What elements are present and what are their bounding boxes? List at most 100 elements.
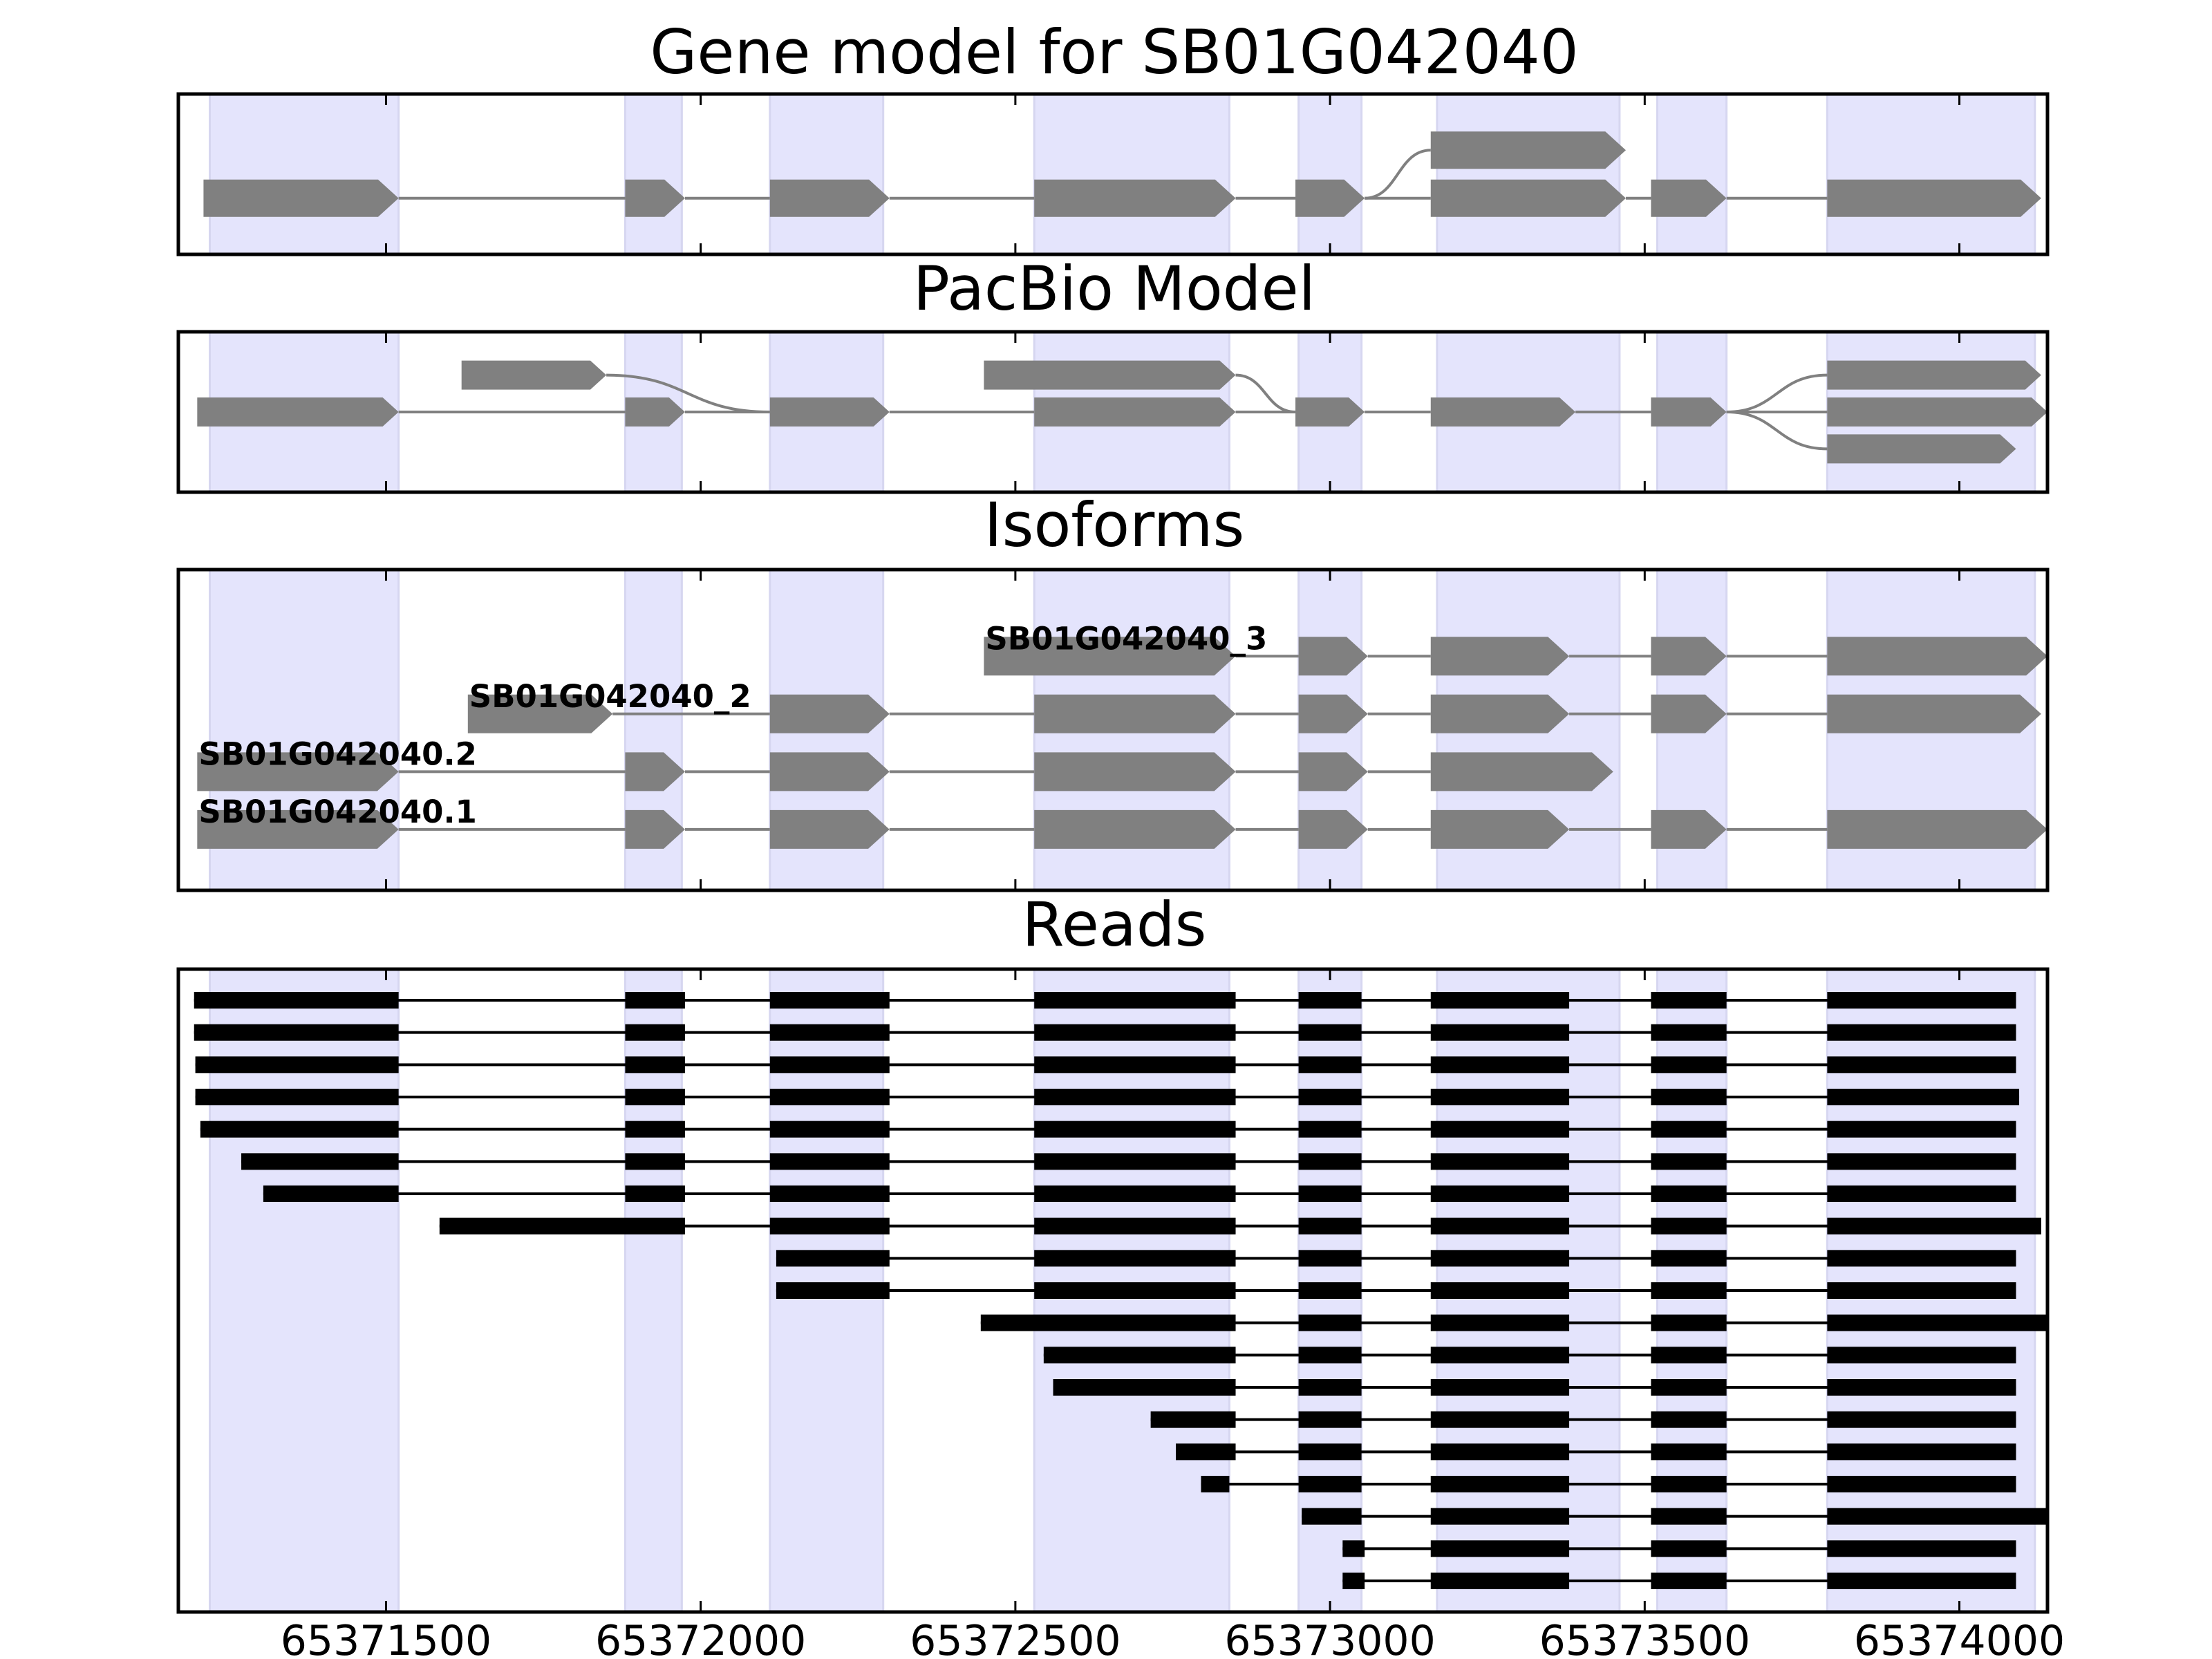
exon-arrow: [1430, 179, 1627, 217]
exon-arrow: [1430, 637, 1570, 676]
gene-model-panel: [176, 92, 2050, 256]
read-block: [1298, 1153, 1362, 1170]
gene-panel-title: Gene model for SB01G042040: [650, 17, 1579, 88]
read-block: [1827, 1217, 2041, 1235]
isoforms-panel: SB01G042040_3 SB01G042040_2 SB01G042040.2 S…: [176, 568, 2050, 892]
exon-highlight-region: [769, 93, 885, 256]
read-block: [1430, 1024, 1570, 1041]
x-tick-label: 65372500: [910, 1617, 1121, 1659]
exon-arrow: [769, 397, 890, 427]
read-block: [1651, 1089, 1727, 1105]
exon-arrow: [1827, 694, 2041, 733]
read-block: [1827, 1508, 2047, 1525]
read-block: [1651, 1314, 1727, 1331]
read-block: [1298, 1347, 1362, 1364]
read-block: [1827, 1153, 2016, 1170]
read-block: [1651, 1411, 1727, 1428]
read-block: [1298, 1185, 1362, 1202]
read-block: [769, 1056, 890, 1074]
exon-arrow: [1034, 397, 1236, 427]
read-block: [1053, 1379, 1236, 1396]
read-block: [194, 1024, 399, 1041]
exon-arrow: [461, 360, 607, 390]
read-block: [1176, 1443, 1236, 1461]
exon-arrow: [1430, 397, 1576, 427]
exon-arrow: [1430, 131, 1627, 169]
read-block: [1651, 1540, 1727, 1557]
read-block: [1827, 1540, 2016, 1557]
exon-arrow: [1034, 752, 1236, 791]
read-block: [1298, 1121, 1362, 1138]
exon-arrow: [1827, 637, 2047, 676]
exon-arrow: [1651, 637, 1727, 676]
read-block: [1827, 992, 2016, 1009]
read-block: [776, 1250, 890, 1267]
read-block: [1298, 1024, 1362, 1041]
read-block: [1651, 1508, 1727, 1525]
read-block: [1827, 1573, 2016, 1589]
exon-arrow: [1034, 179, 1236, 217]
read-block: [625, 1185, 685, 1202]
exon-arrow: [769, 809, 890, 849]
isoform-label: SB01G042040.1: [198, 794, 477, 830]
isoform-label: SB01G042040.2: [198, 735, 477, 772]
read-block: [1201, 1476, 1230, 1492]
read-block: [1827, 1056, 2016, 1074]
read-block: [1827, 1443, 2016, 1461]
exon-arrow: [1034, 694, 1236, 733]
exon-arrow: [1298, 752, 1368, 791]
read-block: [1651, 1347, 1727, 1364]
pacbio-model-panel: [176, 330, 2050, 494]
read-block: [1827, 1250, 2016, 1267]
read-block: [1651, 1282, 1727, 1299]
panel-frame: [176, 92, 2050, 256]
read-block: [1430, 1379, 1570, 1396]
exon-arrow: [1651, 179, 1727, 217]
exon-arrow: [1295, 179, 1365, 217]
read-block: [1302, 1508, 1362, 1525]
read-block: [625, 1056, 685, 1074]
read-block: [1298, 1056, 1362, 1074]
branch-connector: [1726, 373, 1828, 413]
read-block: [1034, 1121, 1236, 1138]
read-block: [1342, 1540, 1365, 1557]
exon-highlight-region: [1436, 93, 1621, 256]
read-block: [1034, 1153, 1236, 1170]
read-block: [1430, 1476, 1570, 1492]
read-block: [1827, 1089, 2020, 1105]
read-block: [1298, 992, 1362, 1009]
read-block: [1430, 1540, 1570, 1557]
read-block: [625, 1024, 685, 1041]
exon-highlight-region: [624, 93, 683, 256]
read-block: [769, 1217, 890, 1235]
exon-arrow: [984, 637, 1236, 676]
exon-arrow: [625, 809, 685, 849]
exon-arrow: [769, 694, 890, 733]
panel-frame: [176, 330, 2050, 494]
panel-frame: [176, 967, 2050, 1614]
read-block: [194, 992, 399, 1009]
x-tick-label: 65371500: [281, 1617, 491, 1659]
read-block: [1651, 1121, 1727, 1138]
branch-connector: [1365, 149, 1431, 200]
read-block: [1651, 1573, 1727, 1589]
read-block: [1298, 1314, 1362, 1331]
read-block: [1298, 1282, 1362, 1299]
read-block: [1298, 1411, 1362, 1428]
read-block: [1827, 1411, 2016, 1428]
exon-arrow: [467, 694, 613, 733]
exon-highlight-region: [1826, 93, 2036, 256]
exon-arrow: [1298, 809, 1368, 849]
read-block: [1034, 992, 1236, 1009]
read-block: [1430, 1347, 1570, 1364]
exon-arrow: [1430, 809, 1570, 849]
read-block: [1043, 1347, 1236, 1364]
exon-arrow: [1827, 360, 2041, 390]
exon-arrow: [1298, 637, 1368, 676]
read-block: [1430, 992, 1570, 1009]
exon-highlight-region: [1656, 93, 1728, 256]
read-block: [1651, 1056, 1727, 1074]
read-block: [1651, 992, 1727, 1009]
read-block: [1430, 1443, 1570, 1461]
read-block: [1034, 1250, 1236, 1267]
